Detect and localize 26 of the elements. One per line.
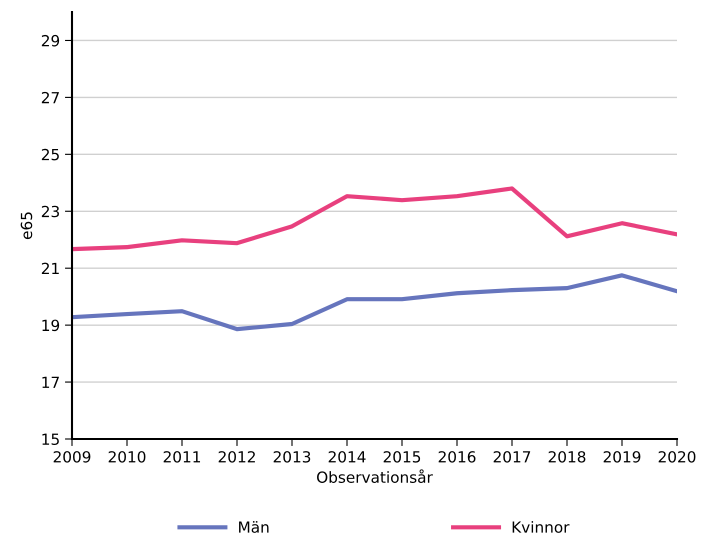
y-tick-label: 19 bbox=[42, 320, 60, 332]
x-tick-label: 2018 bbox=[548, 451, 586, 463]
line-series bbox=[72, 273, 677, 332]
y-axis-title: e65 bbox=[20, 212, 32, 240]
x-tick-label: 2017 bbox=[494, 451, 530, 463]
y-tick-label: 15 bbox=[42, 434, 59, 446]
x-tick-label: 2014 bbox=[328, 451, 366, 463]
y-tick-label: 21 bbox=[42, 262, 59, 274]
line-series bbox=[72, 186, 677, 252]
x-axis-title: Observationsår bbox=[317, 469, 433, 483]
y-tick-label: 25 bbox=[42, 148, 59, 160]
x-tick-label: 2012 bbox=[218, 451, 255, 463]
x-tick-label: 2013 bbox=[274, 451, 310, 463]
legend-label: Män bbox=[239, 521, 268, 533]
x-tick-label: 2019 bbox=[604, 451, 640, 463]
x-tick-label: 2016 bbox=[438, 451, 476, 463]
y-tick-label: 29 bbox=[42, 34, 60, 46]
x-tick-label: 2015 bbox=[384, 451, 420, 463]
x-tick-label: 2020 bbox=[658, 451, 696, 463]
legend-label: Kvinnor bbox=[512, 521, 570, 533]
y-tick-label: 27 bbox=[42, 92, 59, 104]
x-tick-label: 2010 bbox=[108, 451, 146, 463]
y-tick-label: 23 bbox=[42, 206, 59, 218]
x-tick-label: 2009 bbox=[54, 451, 90, 463]
y-tick-label: 17 bbox=[42, 376, 59, 388]
x-tick-label: 2011 bbox=[164, 451, 200, 463]
